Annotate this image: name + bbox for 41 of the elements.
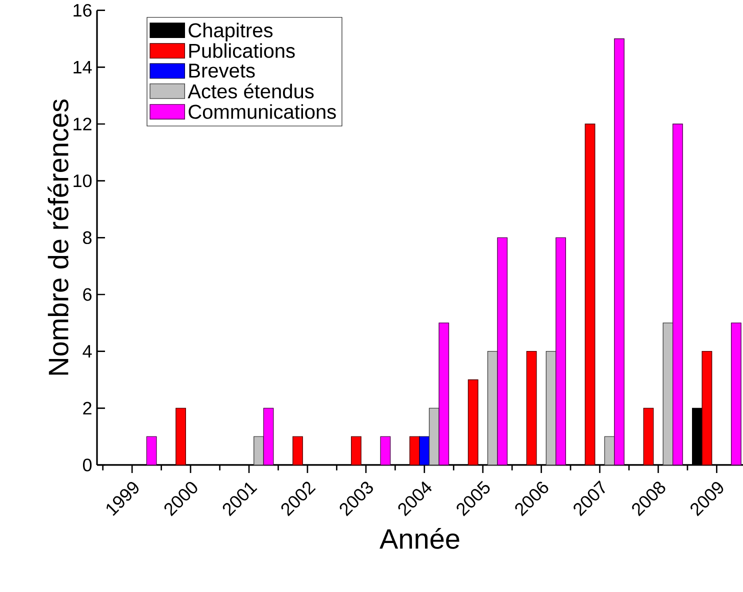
y-tick-label: 16 (74, 4, 92, 17)
bar (428, 408, 440, 466)
bar (438, 322, 450, 466)
bar (614, 38, 624, 466)
bar (556, 237, 566, 466)
bar (702, 350, 712, 466)
bar (662, 322, 674, 466)
bar (254, 436, 264, 466)
bar (176, 408, 186, 466)
bar (546, 350, 556, 466)
y-tick-label: 12 (74, 118, 92, 130)
bar (350, 436, 362, 466)
y-tick-label: 0 (82, 458, 92, 472)
bar (468, 379, 478, 466)
bar (380, 436, 391, 466)
bar (292, 436, 303, 466)
y-tick-label: 4 (82, 345, 92, 358)
bar (672, 124, 683, 466)
legend-label: Publications (189, 43, 295, 58)
bar (584, 124, 596, 466)
y-axis-title: Nombre de références (48, 99, 68, 375)
bar (526, 350, 537, 466)
legend-label: Actes étendus (188, 83, 314, 98)
y-tick-label: 10 (74, 174, 92, 188)
bar (487, 350, 498, 466)
bar (604, 436, 615, 466)
legend-label: Chapitres (188, 22, 273, 42)
y-tick-label: 2 (83, 402, 92, 414)
bar (497, 237, 508, 466)
bar (409, 436, 420, 466)
y-tick-label: 14 (74, 60, 92, 74)
legend-label: Communications (188, 104, 336, 119)
y-tick-label: 8 (83, 231, 92, 244)
bar (730, 322, 742, 466)
bar (146, 436, 157, 466)
bar (419, 436, 430, 466)
x-axis-title: Année (380, 528, 460, 549)
bar (263, 408, 274, 466)
y-tick-label: 6 (83, 288, 92, 301)
legend-label: Brevets (189, 64, 255, 78)
bar (643, 408, 654, 466)
